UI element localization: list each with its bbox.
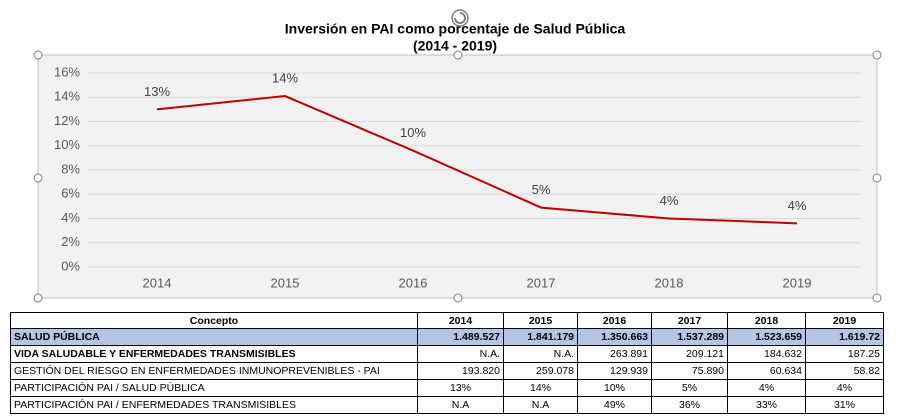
x-tick-label: 2018 [655, 275, 684, 290]
table-cell: 1.489.527 [418, 329, 504, 346]
table-cell: 1.841.179 [504, 329, 578, 346]
data-label: 4% [660, 193, 679, 208]
handle[interactable] [33, 50, 43, 60]
table-cell: 4% [806, 380, 884, 397]
table-cell: PARTICIPACIÓN PAI / ENFERMEDADES TRANSMI… [10, 397, 418, 414]
handle[interactable] [872, 50, 882, 60]
table-cell: 2017 [652, 312, 728, 329]
x-tick-label: 2015 [271, 275, 300, 290]
y-tick-label: 2% [61, 234, 80, 249]
table-cell: 31% [806, 397, 884, 414]
table-cell: 4% [728, 380, 806, 397]
handle[interactable] [872, 173, 882, 183]
y-tick-label: 0% [61, 258, 80, 273]
table-cell: Concepto [10, 312, 418, 329]
table-cell: 75.890 [652, 363, 728, 380]
y-tick-label: 10% [54, 137, 80, 152]
chart-area[interactable] [37, 54, 878, 299]
y-tick-label: 8% [61, 161, 80, 176]
rotate-handle[interactable] [451, 9, 469, 27]
table-cell: 33% [728, 397, 806, 414]
data-label: 13% [144, 84, 170, 99]
selection-handles [33, 50, 882, 303]
table-cell: 49% [578, 397, 652, 414]
table-cell: GESTIÓN DEL RIESGO EN ENFERMEDADES INMUN… [10, 363, 418, 380]
y-tick-label: 6% [61, 186, 80, 201]
handle[interactable] [453, 50, 463, 60]
chart-title: Inversión en PAI como porcentaje de Salu… [285, 21, 626, 37]
table-cell: 263.891 [578, 346, 652, 363]
handle[interactable] [33, 293, 43, 303]
table-cell: 5% [652, 380, 728, 397]
table-cell: 259.078 [504, 363, 578, 380]
table-cell: 1.350.663 [578, 329, 652, 346]
x-tick-label: 2014 [143, 275, 172, 290]
table-cell: N.A. [418, 346, 504, 363]
table-cell: SALUD PÚBLICA [10, 329, 418, 346]
table-cell: 2015 [504, 312, 578, 329]
table-cell: 209.121 [652, 346, 728, 363]
y-tick-label: 14% [54, 89, 80, 104]
handle[interactable] [33, 173, 43, 183]
table-cell: 2019 [806, 312, 884, 329]
table-cell: 13% [418, 380, 504, 397]
y-tick-label: 16% [54, 64, 80, 79]
handle[interactable] [453, 293, 463, 303]
table-cell: N.A [504, 397, 578, 414]
handle[interactable] [872, 293, 882, 303]
table-cell: 60.634 [728, 363, 806, 380]
table-cell: 193.820 [418, 363, 504, 380]
data-label: 4% [788, 198, 807, 213]
x-tick-label: 2017 [527, 275, 556, 290]
table-cell: 1.619.72 [806, 329, 884, 346]
table-cell: 129.939 [578, 363, 652, 380]
data-label: 14% [272, 70, 298, 85]
line [156, 95, 798, 225]
table-cell: 187.25 [806, 346, 884, 363]
table-cell: 1.523.659 [728, 329, 806, 346]
table-cell: 2016 [578, 312, 652, 329]
table-cell: VIDA SALUDABLE Y ENFERMEDADES TRANSMISIB… [10, 346, 418, 363]
table-cell: N.A [418, 397, 504, 414]
table-cell: 2014 [418, 312, 504, 329]
y-tick-label: 4% [61, 210, 80, 225]
chart: Inversión en PAI como porcentaje de Salu… [33, 9, 882, 303]
table-cell: 58.82 [806, 363, 884, 380]
table-cell: 36% [652, 397, 728, 414]
table-cell: 2018 [728, 312, 806, 329]
table-cell: PARTICIPACIÓN PAI / SALUD PÚBLICA [10, 380, 418, 397]
x-tick-label: 2016 [399, 275, 428, 290]
table-cell: N.A. [504, 346, 578, 363]
table-cell: 1.537.289 [652, 329, 728, 346]
data-label: 5% [532, 182, 551, 197]
y-tick-label: 12% [54, 113, 80, 128]
data-label: 10% [400, 125, 426, 140]
chart-subtitle: (2014 - 2019) [413, 38, 497, 54]
table-cell: 184.632 [728, 346, 806, 363]
table-cell: 10% [578, 380, 652, 397]
table-cell: 14% [504, 380, 578, 397]
x-tick-label: 2019 [783, 275, 812, 290]
